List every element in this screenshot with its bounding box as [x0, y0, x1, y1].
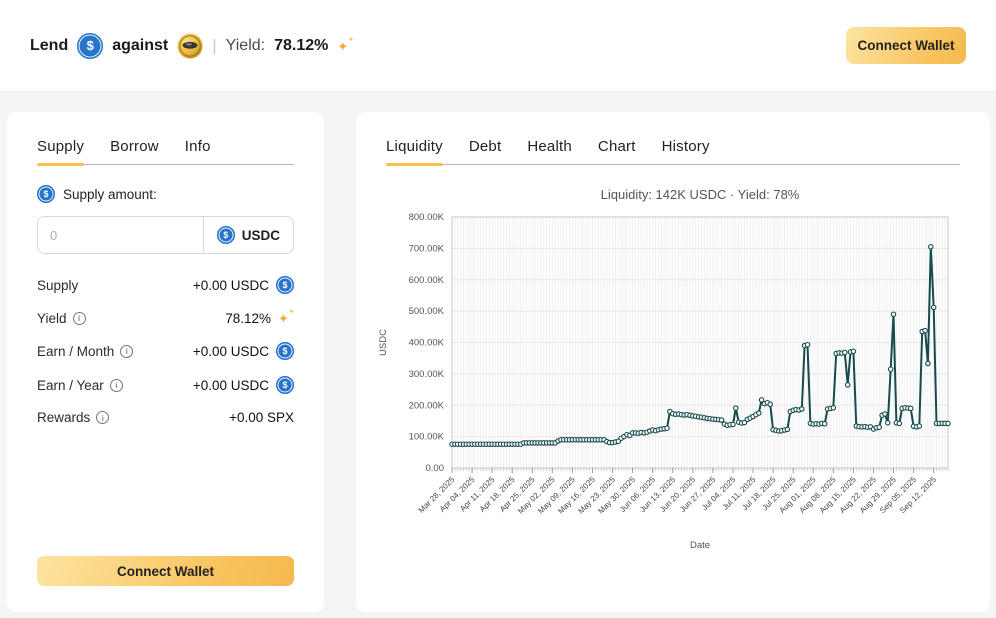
supply-amount-label-row: $ Supply amount: — [37, 185, 294, 203]
supply-panel-tabs: Supply Borrow Info — [37, 138, 294, 166]
top-header: Lend $ against | Yield: 78.12% ✦ ✦ — [0, 0, 996, 92]
usdc-icon: $ — [216, 226, 235, 244]
info-icon[interactable]: i — [72, 311, 86, 325]
stat-row-earn-year: Earn / Year i +0.00 USDC $ — [37, 376, 294, 394]
svg-text:600.00K: 600.00K — [409, 275, 445, 286]
usdc-icon: $ — [37, 185, 55, 203]
svg-text:800.00K: 800.00K — [409, 212, 445, 223]
spx-token-icon — [177, 33, 203, 59]
connect-wallet-button-panel[interactable]: Connect Wallet — [37, 556, 294, 586]
info-icon[interactable]: i — [96, 411, 110, 424]
usdc-icon: $ — [276, 342, 294, 360]
svg-text:USDC: USDC — [378, 329, 389, 356]
tab-history[interactable]: History — [662, 138, 710, 164]
usdc-icon: $ — [276, 376, 294, 394]
tab-info[interactable]: Info — [185, 138, 211, 164]
chart-panel-tabs: Liquidity Debt Health Chart History — [386, 138, 960, 166]
svg-text:300.00K: 300.00K — [409, 369, 445, 380]
tab-liquidity[interactable]: Liquidity — [386, 138, 443, 166]
content: Supply Borrow Info $ Supply amount: $ US… — [7, 112, 990, 612]
chart-panel: Liquidity Debt Health Chart History Liqu… — [356, 112, 990, 612]
tab-debt[interactable]: Debt — [469, 138, 502, 164]
usdc-token-icon: $ — [77, 32, 104, 59]
stat-label: Earn / Year — [37, 377, 104, 393]
supply-amount-field: $ USDC — [37, 216, 294, 254]
yield-label: Yield: — [225, 36, 266, 54]
separator: | — [212, 35, 217, 55]
svg-text:Date: Date — [690, 540, 710, 551]
stat-row-earn-month: Earn / Month i +0.00 USDC $ — [37, 342, 294, 360]
lend-label: Lend — [30, 36, 69, 54]
stat-label: Rewards — [37, 410, 91, 425]
svg-text:400.00K: 400.00K — [409, 338, 445, 349]
against-label: against — [112, 36, 169, 54]
stat-value: 78.12% — [225, 310, 271, 326]
supply-amount-input[interactable] — [38, 217, 203, 253]
sparkles-icon: ✦ ✦ — [278, 307, 295, 326]
stat-value: +0.00 USDC — [192, 377, 269, 393]
market-title: Lend $ against | Yield: 78.12% ✦ ✦ — [30, 32, 355, 59]
stat-row-rewards: Rewards i +0.00 SPX — [37, 410, 294, 425]
liquidity-chart: 0.00 100.00K 200.00K 300.00K 400.00K 500.00K 6… — [378, 212, 951, 551]
svg-text:100.00K: 100.00K — [409, 432, 445, 443]
stat-value: +0.00 USDC — [192, 343, 269, 359]
tab-chart[interactable]: Chart — [598, 138, 636, 164]
usdc-icon: $ — [276, 276, 294, 294]
supply-panel: Supply Borrow Info $ Supply amount: $ US… — [7, 112, 324, 612]
stat-row-yield: Yield i 78.12% ✦ ✦ — [37, 307, 295, 326]
svg-text:700.00K: 700.00K — [409, 243, 445, 254]
tab-supply[interactable]: Supply — [37, 138, 85, 166]
svg-text:500.00K: 500.00K — [409, 306, 445, 317]
stat-value: +0.00 USDC — [192, 277, 269, 293]
stat-row-supply: Supply +0.00 USDC $ — [37, 276, 294, 294]
tab-health[interactable]: Health — [527, 138, 572, 164]
yield-value: 78.12% — [274, 36, 329, 54]
connect-wallet-button[interactable]: Connect Wallet — [846, 27, 966, 64]
currency-label: USDC — [241, 227, 280, 243]
stat-label: Yield — [37, 310, 67, 326]
tab-borrow[interactable]: Borrow — [110, 138, 159, 164]
svg-text:0.00: 0.00 — [426, 463, 445, 474]
supply-amount-label: Supply amount: — [63, 186, 157, 202]
info-icon[interactable]: i — [109, 378, 123, 392]
svg-text:200.00K: 200.00K — [409, 400, 445, 411]
sparkles-icon: ✦ ✦ — [337, 34, 355, 54]
stat-value: +0.00 SPX — [229, 410, 294, 425]
stat-label: Earn / Month — [37, 343, 115, 359]
chart-title: Liquidity: 142K USDC · Yield: 78% — [600, 187, 800, 202]
stat-label: Supply — [37, 277, 79, 293]
info-icon[interactable]: i — [120, 344, 134, 358]
supply-stats: Supply +0.00 USDC $ Yield i 78.12% ✦ ✦ — [7, 276, 324, 441]
currency-chip: $ USDC — [202, 217, 293, 253]
